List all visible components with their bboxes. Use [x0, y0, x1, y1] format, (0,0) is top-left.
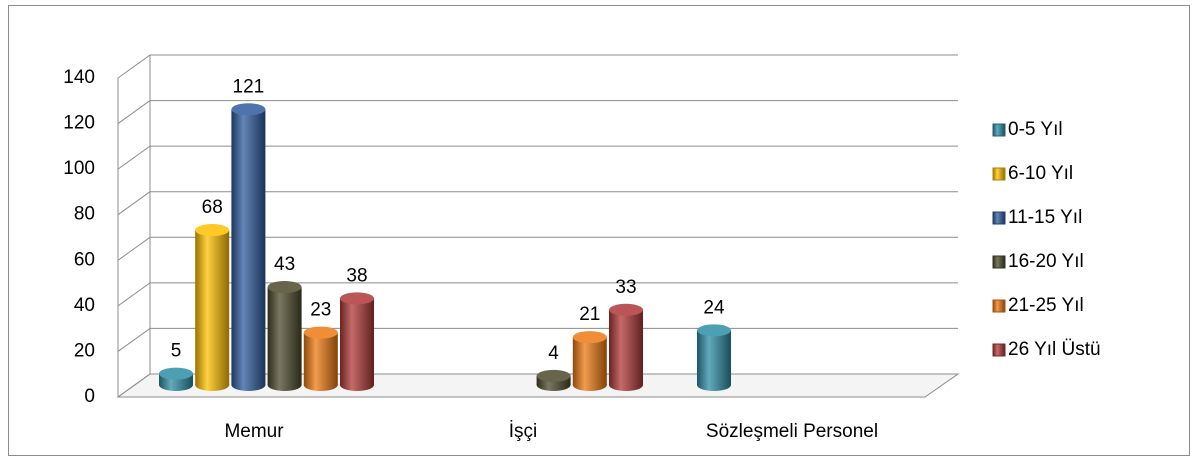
bar-body	[231, 109, 266, 386]
y-tick-label: 40	[74, 295, 95, 316]
y-tick-label: 100	[63, 158, 95, 179]
data-label: 68	[202, 197, 223, 218]
bar-body	[267, 287, 302, 385]
bar-body	[340, 298, 374, 385]
bar-body	[195, 230, 230, 385]
bar	[340, 292, 374, 391]
x-tick-label: Memur	[224, 421, 284, 442]
grid-line-side	[117, 191, 151, 216]
bar-top	[697, 324, 731, 337]
data-label: 121	[233, 76, 265, 97]
y-tick-label: 120	[63, 113, 95, 134]
legend-label: 6-10 Yıl	[1008, 163, 1073, 184]
bar-top	[159, 367, 193, 380]
legend-swatch	[992, 255, 1006, 269]
legend-label: 0-5 Yıl	[1008, 119, 1063, 140]
grid-line-side	[117, 236, 151, 261]
grid-line-side	[117, 328, 151, 352]
legend-label: 16-20 Yıl	[1008, 251, 1084, 272]
bar	[267, 281, 302, 391]
legend-swatch	[992, 343, 1006, 357]
data-label: 5	[171, 341, 182, 362]
grid-line-side	[117, 282, 151, 307]
bar-body	[697, 330, 731, 385]
bar-top	[303, 326, 338, 339]
legend-swatch	[992, 167, 1006, 181]
x-tick-label: İşçi	[509, 421, 538, 442]
data-label: 23	[310, 300, 331, 321]
y-tick-label: 80	[74, 204, 95, 225]
y-tick-label: 60	[74, 249, 95, 270]
x-tick-label: Sözleşmeli Personel	[706, 421, 878, 442]
bar-top	[572, 331, 607, 344]
data-label: 38	[346, 265, 367, 286]
bar-body	[303, 332, 338, 385]
bar-top	[231, 103, 266, 116]
legend-label: 11-15 Yıl	[1008, 207, 1082, 228]
grid-line-side	[117, 100, 151, 124]
data-label: 4	[548, 343, 559, 364]
y-tick-label: 0	[84, 386, 95, 407]
bar	[697, 324, 731, 391]
y-tick-label: 140	[63, 67, 95, 88]
bar	[159, 367, 193, 391]
bar-top	[267, 281, 302, 294]
bar-body	[609, 309, 643, 385]
bar-top	[609, 303, 643, 316]
data-label: 33	[615, 277, 636, 298]
bar	[195, 224, 230, 391]
bar-body	[572, 337, 607, 385]
legend-swatch	[992, 299, 1006, 313]
bar-top	[195, 224, 230, 237]
bar	[231, 103, 266, 391]
bar	[303, 326, 338, 391]
data-label: 43	[274, 254, 295, 275]
data-label: 24	[703, 297, 725, 318]
grid-line-side	[117, 145, 151, 170]
bar	[572, 331, 607, 391]
legend-label: 26 Yıl Üstü	[1008, 339, 1101, 360]
bar	[609, 303, 643, 391]
grid-line-side	[117, 373, 151, 398]
legend-swatch	[992, 123, 1006, 137]
data-label: 21	[579, 304, 600, 325]
bar-top	[340, 292, 374, 305]
grid-line-side	[117, 54, 151, 79]
bar-top	[536, 369, 571, 382]
legend-label: 21-25 Yıl	[1008, 295, 1084, 316]
bar	[536, 369, 571, 391]
y-tick-label: 20	[74, 340, 95, 361]
legend-swatch	[992, 211, 1006, 225]
